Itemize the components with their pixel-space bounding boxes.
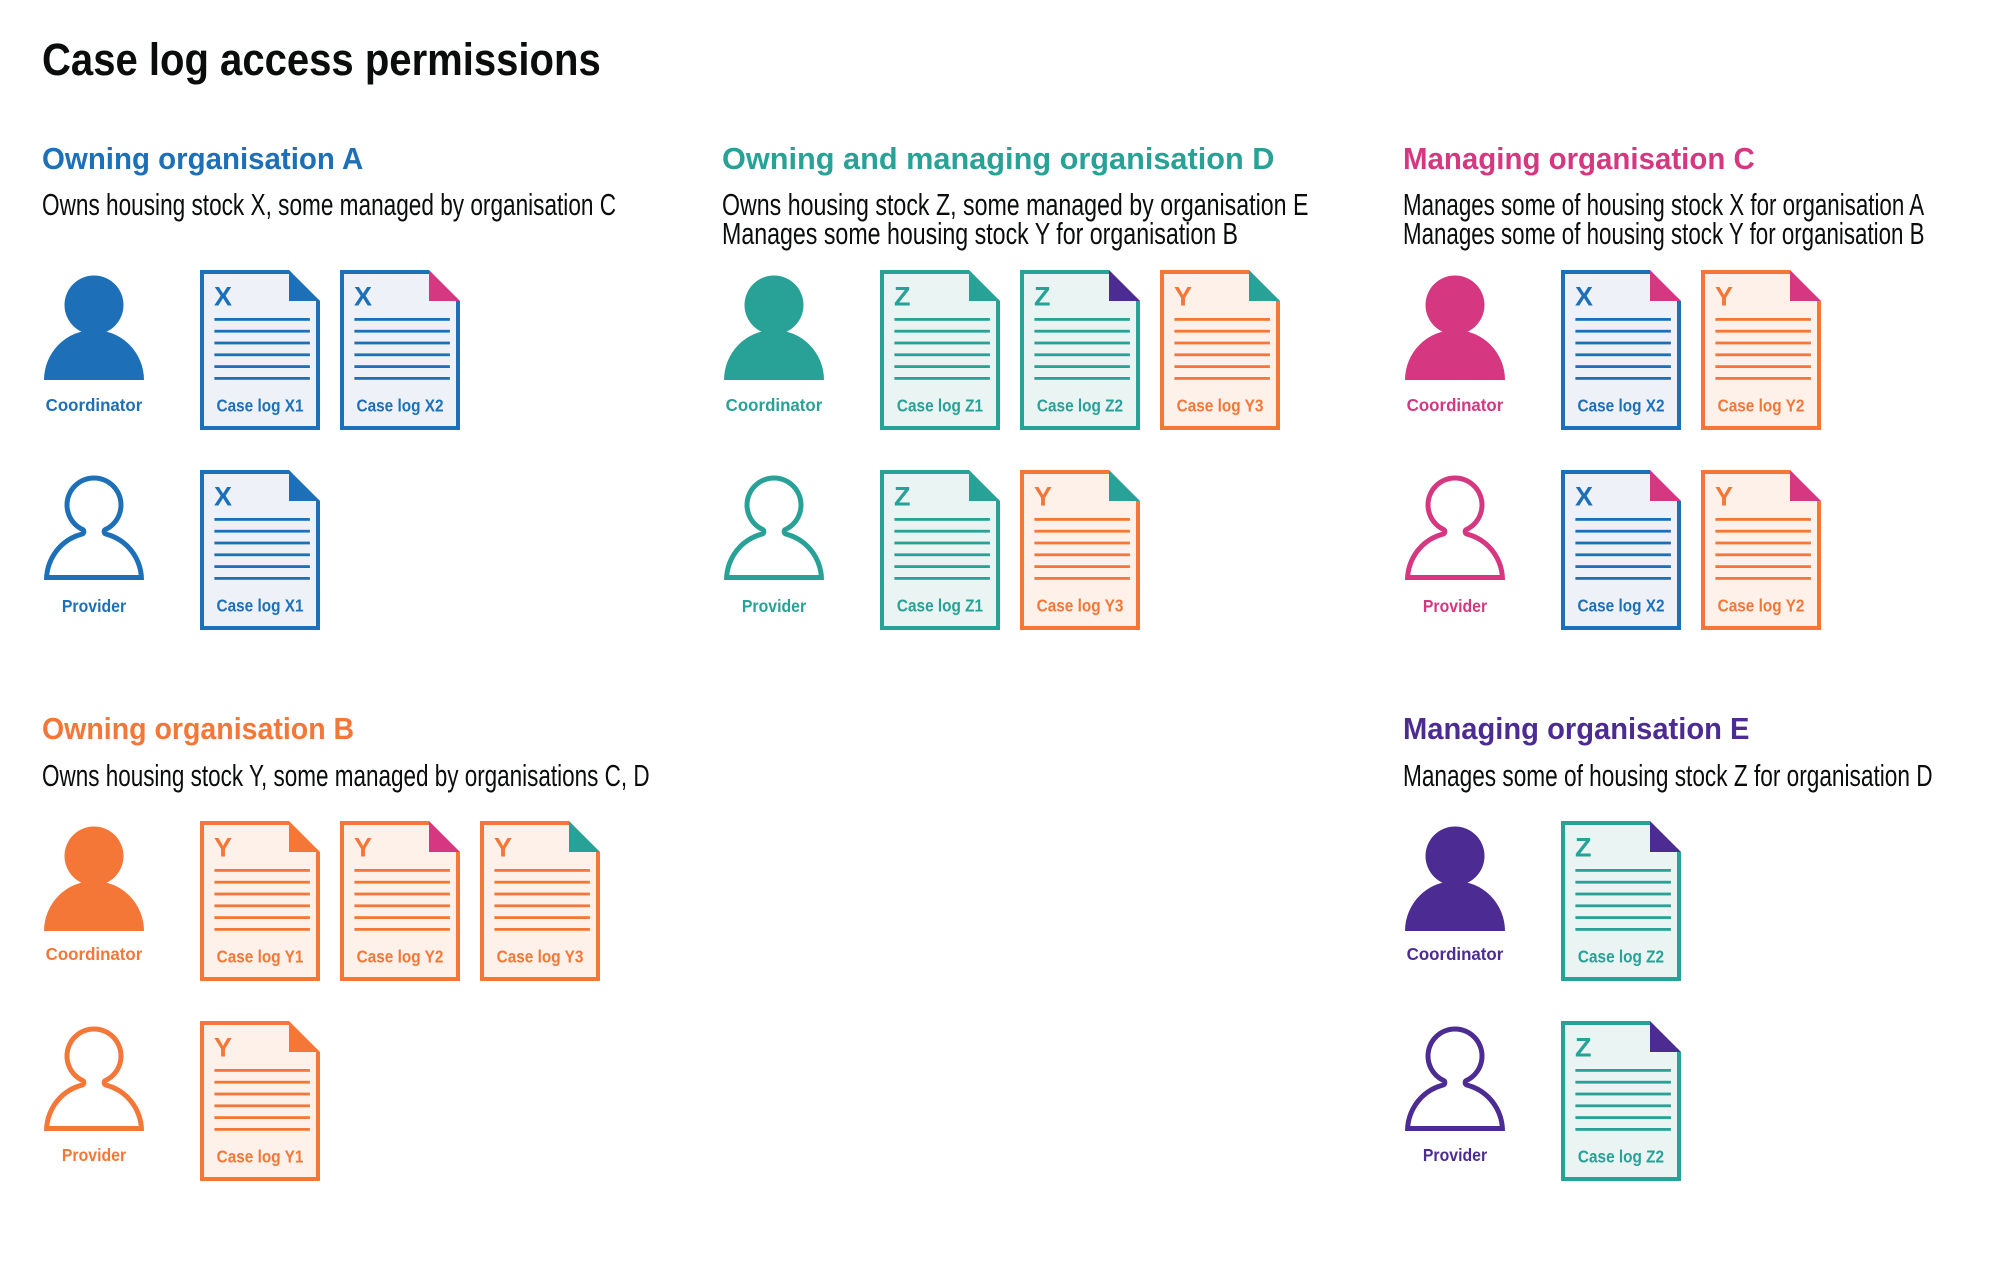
svg-text:Y: Y	[1174, 281, 1192, 311]
svg-text:Case log Z2: Case log Z2	[1037, 396, 1123, 416]
svg-text:X: X	[354, 281, 372, 311]
svg-text:Y: Y	[1715, 481, 1733, 511]
svg-text:Case log Y3: Case log Y3	[1177, 396, 1264, 416]
svg-text:Case log Y3: Case log Y3	[497, 946, 584, 966]
svg-text:X: X	[1575, 481, 1593, 511]
svg-text:Z: Z	[894, 281, 911, 311]
svg-text:Y: Y	[214, 832, 232, 862]
svg-text:Y: Y	[1034, 481, 1052, 511]
svg-text:Case log Y1: Case log Y1	[217, 946, 304, 966]
svg-text:Case log Y2: Case log Y2	[1718, 596, 1805, 616]
svg-text:Case log X2: Case log X2	[1578, 396, 1665, 416]
svg-text:Y: Y	[1715, 281, 1733, 311]
svg-text:Z: Z	[894, 481, 911, 511]
svg-text:Case log Z1: Case log Z1	[897, 596, 983, 616]
svg-text:Case log Y1: Case log Y1	[217, 1146, 304, 1166]
svg-text:Case log Y3: Case log Y3	[1037, 596, 1124, 616]
svg-text:Z: Z	[1575, 1032, 1592, 1062]
svg-text:Z: Z	[1034, 281, 1051, 311]
svg-text:X: X	[214, 281, 232, 311]
svg-text:Y: Y	[354, 832, 372, 862]
svg-text:Case log X2: Case log X2	[1578, 596, 1665, 616]
svg-text:Case log Z2: Case log Z2	[1578, 1146, 1664, 1166]
svg-text:X: X	[214, 481, 232, 511]
svg-text:Y: Y	[214, 1032, 232, 1062]
svg-text:Y: Y	[494, 832, 512, 862]
svg-text:Case log Y2: Case log Y2	[357, 946, 444, 966]
svg-text:Case log X2: Case log X2	[357, 396, 444, 416]
svg-text:Case log X1: Case log X1	[217, 396, 304, 416]
svg-text:Case log Z1: Case log Z1	[897, 396, 983, 416]
svg-text:X: X	[1575, 281, 1593, 311]
svg-text:Case log Z2: Case log Z2	[1578, 946, 1664, 966]
svg-text:Case log Y2: Case log Y2	[1718, 396, 1805, 416]
svg-text:Case log X1: Case log X1	[217, 596, 304, 616]
svg-text:Z: Z	[1575, 832, 1592, 862]
